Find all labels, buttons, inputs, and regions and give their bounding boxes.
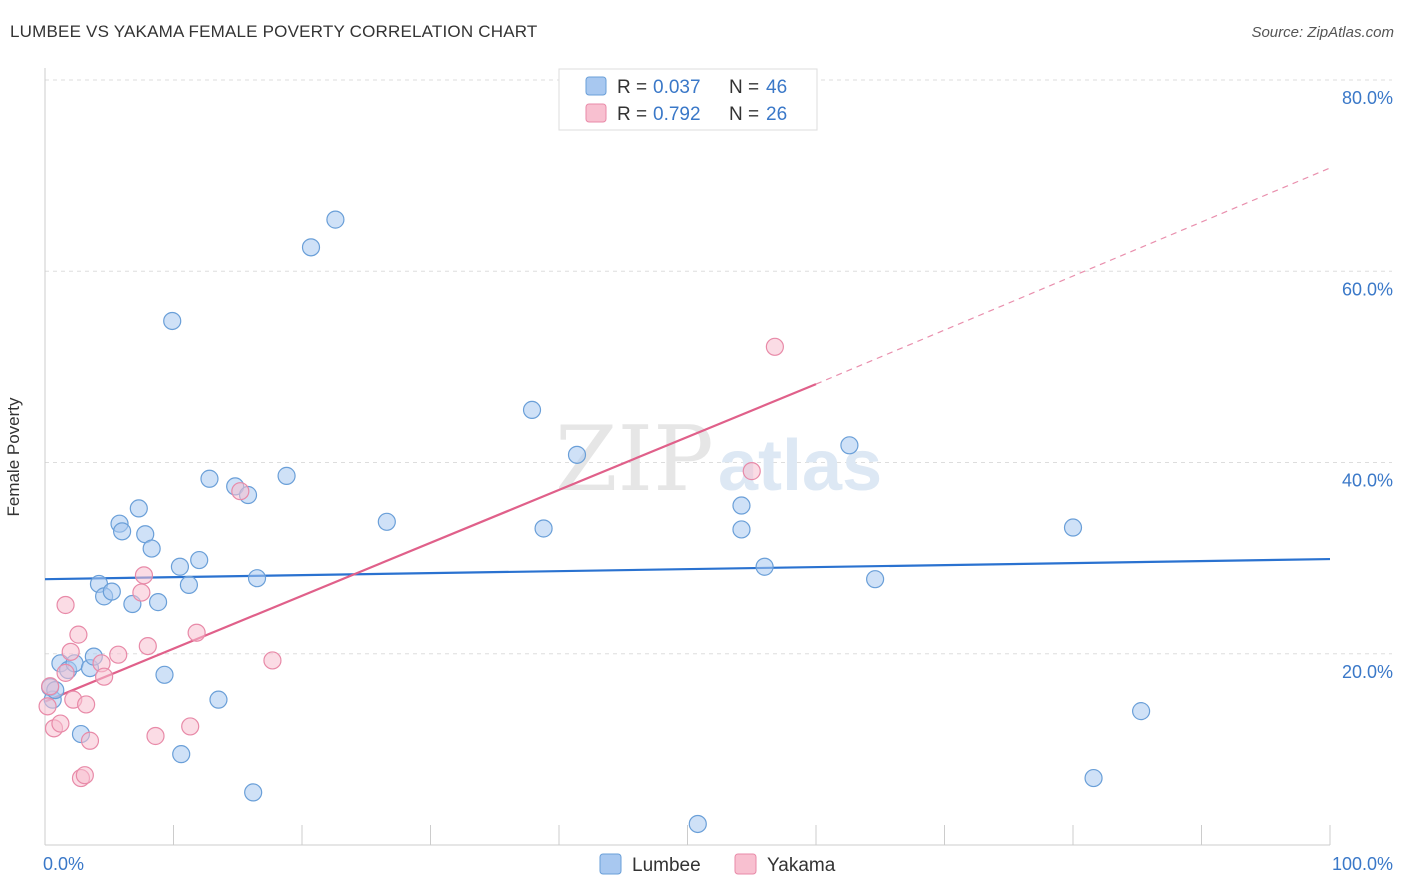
- yakama-point: [132, 583, 151, 602]
- lumbee-point: [142, 539, 161, 558]
- y-tick-label: 20.0%: [1342, 662, 1393, 682]
- lumbee-point: [732, 520, 751, 539]
- yakama-point: [38, 697, 57, 716]
- lumbee-point: [129, 499, 148, 518]
- y-tick-label: 60.0%: [1342, 279, 1393, 299]
- lumbee-point: [1132, 702, 1151, 721]
- lumbee-point: [688, 814, 707, 834]
- yakama-point: [95, 667, 114, 686]
- legend-r-label: R =: [617, 77, 647, 98]
- yakama-point: [146, 726, 165, 746]
- lumbee-point: [102, 582, 121, 601]
- x-tick-label: 0.0%: [43, 854, 84, 874]
- legend-stats: R = 0.037 N = 46 R = 0.792 N = 26: [558, 68, 818, 131]
- lumbee-point: [377, 512, 396, 531]
- lumbee-point: [522, 400, 542, 420]
- lumbee-point: [732, 496, 751, 515]
- lumbee-point: [1063, 518, 1083, 537]
- yakama-point: [263, 651, 282, 670]
- legend-swatch: [599, 853, 622, 875]
- legend-n-label: N =: [729, 77, 759, 98]
- yakama-point: [187, 623, 206, 642]
- yakama-point: [231, 482, 250, 501]
- x-tick-label: 100.0%: [1332, 854, 1393, 874]
- yakama-point: [51, 714, 70, 733]
- lumbee-point: [155, 665, 174, 684]
- lumbee-point: [755, 557, 774, 576]
- legend-series-label: Lumbee: [632, 855, 701, 876]
- yakama-point: [80, 731, 100, 750]
- lumbee-point: [326, 210, 345, 229]
- lumbee-point: [163, 311, 182, 331]
- lumbee-point: [244, 783, 263, 802]
- yakama-point: [138, 636, 157, 656]
- legend-r-value: 0.792: [653, 104, 701, 125]
- lumbee-point: [170, 557, 190, 576]
- yakama-point: [134, 566, 154, 585]
- yakama-point: [742, 462, 761, 481]
- watermark: ZIP atlas: [555, 407, 882, 512]
- legend-r-value: 0.037: [653, 77, 701, 98]
- lumbee-point: [247, 569, 267, 588]
- source-label: Source: ZipAtlas.com: [1251, 24, 1394, 41]
- lumbee-point: [534, 519, 553, 538]
- yakama-point: [765, 337, 784, 356]
- legend-swatch: [585, 76, 607, 96]
- lumbee-point: [567, 445, 587, 464]
- yakama-point: [56, 663, 75, 682]
- yakama-point: [69, 625, 88, 644]
- yakama-point: [77, 695, 96, 714]
- lumbee-point: [1084, 768, 1103, 788]
- legend-n-label: N =: [729, 104, 759, 125]
- data-points: [38, 210, 1151, 834]
- yakama-point: [41, 677, 60, 696]
- legend-swatch: [585, 103, 607, 123]
- yakama-point: [75, 766, 94, 785]
- lumbee-trend-line: [44, 557, 1331, 581]
- lumbee-point: [172, 745, 191, 764]
- legend-r-label: R =: [617, 104, 647, 125]
- lumbee-point: [190, 550, 209, 570]
- lumbee-point: [866, 570, 885, 589]
- legend-series: Lumbee Yakama: [599, 853, 836, 876]
- legend-n-value: 26: [766, 104, 787, 125]
- yakama-point: [109, 645, 128, 664]
- lumbee-point: [301, 238, 321, 257]
- legend-swatch: [734, 853, 757, 875]
- y-tick-label: 40.0%: [1342, 471, 1393, 491]
- lumbee-point: [209, 690, 228, 709]
- lumbee-point: [200, 469, 219, 488]
- yakama-trend-line: [44, 383, 817, 703]
- legend-n-value: 46: [766, 77, 787, 98]
- yakama-point: [61, 642, 80, 661]
- yakama-trend-extension: [815, 167, 1331, 385]
- lumbee-point: [179, 575, 199, 595]
- axes: [44, 68, 1331, 846]
- legend-series-label: Yakama: [767, 855, 836, 876]
- yakama-point: [181, 717, 200, 736]
- lumbee-point: [112, 522, 132, 541]
- lumbee-point: [277, 466, 296, 485]
- lumbee-point: [840, 436, 859, 455]
- y-tick-label: 80.0%: [1342, 88, 1393, 108]
- watermark-atlas: atlas: [718, 426, 882, 506]
- yakama-point: [56, 595, 75, 615]
- chart-title: LUMBEE VS YAKAMA FEMALE POVERTY CORRELAT…: [10, 22, 538, 41]
- tick-labels: 20.0% 40.0% 60.0% 80.0% 0.0% 100.0%: [43, 88, 1393, 874]
- lumbee-point: [148, 593, 168, 612]
